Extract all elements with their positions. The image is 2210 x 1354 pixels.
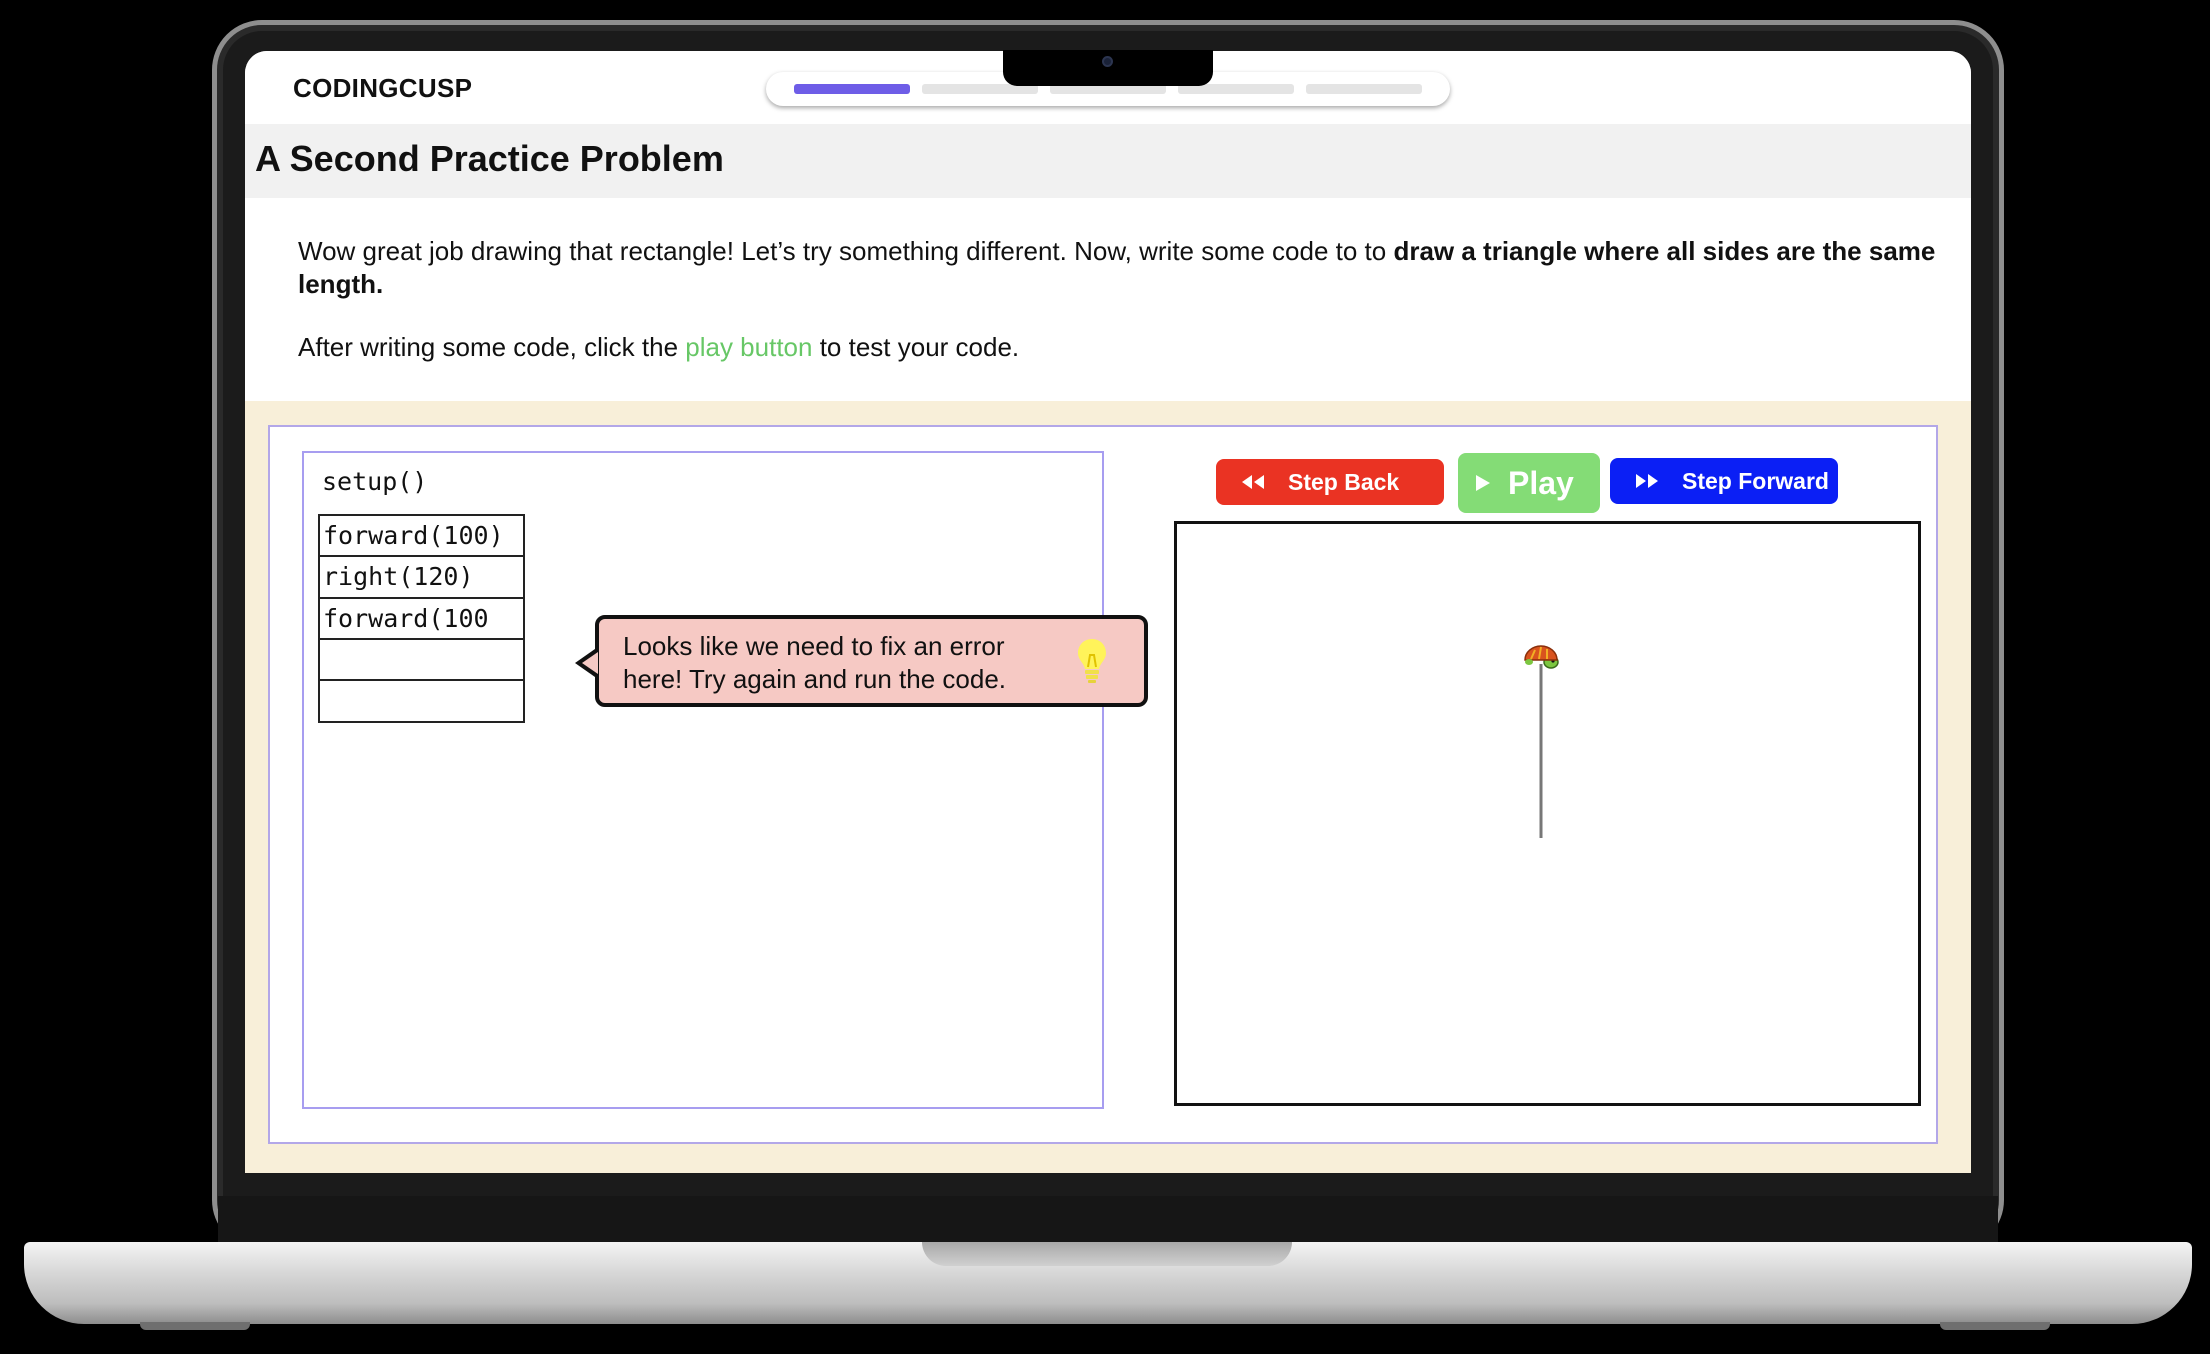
- workspace: setup() forward(100) right(120) forward(…: [245, 401, 1971, 1173]
- code-line[interactable]: right(120): [318, 555, 525, 599]
- play-button-reference: play button: [685, 332, 813, 362]
- rewind-icon: [1242, 475, 1264, 489]
- tooltip-message: Looks like we need to fix an error here!…: [623, 631, 1007, 694]
- progress-segment[interactable]: [794, 84, 910, 94]
- code-line[interactable]: forward(100): [318, 514, 525, 558]
- play-icon: [1476, 475, 1490, 491]
- code-setup-header: setup(): [322, 467, 428, 496]
- step-back-button[interactable]: Step Back: [1216, 459, 1444, 505]
- fast-forward-icon: [1636, 474, 1658, 488]
- camera-notch: [1003, 50, 1213, 86]
- play-label: Play: [1508, 464, 1574, 501]
- page-title: A Second Practice Problem: [255, 138, 724, 179]
- turtle-icon: [1524, 645, 1559, 669]
- progress-segment[interactable]: [1306, 84, 1422, 94]
- laptop-opening-notch: [922, 1242, 1292, 1266]
- step-forward-label: Step Forward: [1682, 467, 1829, 494]
- intro-emphasis: draw a triangle where all sides are the …: [298, 236, 1936, 299]
- progress-segment[interactable]: [1178, 84, 1294, 94]
- instruction-text-end: to test your code.: [812, 332, 1020, 362]
- title-bar: A Second Practice Problem: [245, 124, 1971, 198]
- step-forward-button[interactable]: Step Forward: [1610, 458, 1838, 504]
- play-button[interactable]: Play: [1458, 453, 1600, 513]
- code-line-empty[interactable]: [318, 679, 525, 723]
- tooltip-pointer-fill: [582, 652, 598, 674]
- intro-text: Wow great job drawing that rectangle! Le…: [298, 236, 1394, 266]
- step-back-label: Step Back: [1288, 468, 1400, 495]
- code-editor[interactable]: setup() forward(100) right(120) forward(…: [302, 451, 1148, 1109]
- webcam: [1102, 56, 1113, 67]
- drawing-surface: [1524, 645, 1559, 838]
- laptop-bezel: [218, 1196, 1998, 1244]
- instruction-text: After writing some code, click the: [298, 332, 686, 362]
- error-tooltip: Looks like we need to fix an error here!…: [575, 615, 1148, 707]
- lesson-intro: Wow great job drawing that rectangle! Le…: [298, 235, 1938, 394]
- code-line-empty[interactable]: [318, 638, 525, 682]
- laptop-foot-left: [140, 1322, 250, 1330]
- progress-segment[interactable]: [922, 84, 1038, 94]
- instruction-paragraph: After writing some code, click the play …: [298, 331, 1938, 364]
- laptop-screen: CODINGCUSP A Second Practice Problem Wow…: [245, 51, 1971, 1173]
- progress-segment[interactable]: [1050, 84, 1166, 94]
- code-line[interactable]: forward(100: [318, 597, 525, 641]
- turtle-canvas: [1174, 521, 1921, 1106]
- laptop-foot-right: [1940, 1322, 2050, 1330]
- lightbulb-icon[interactable]: [1076, 637, 1108, 685]
- brand-logo[interactable]: CODINGCUSP: [293, 73, 473, 103]
- intro-paragraph: Wow great job drawing that rectangle! Le…: [298, 235, 1938, 301]
- exercise-panel: setup() forward(100) right(120) forward(…: [268, 425, 1938, 1144]
